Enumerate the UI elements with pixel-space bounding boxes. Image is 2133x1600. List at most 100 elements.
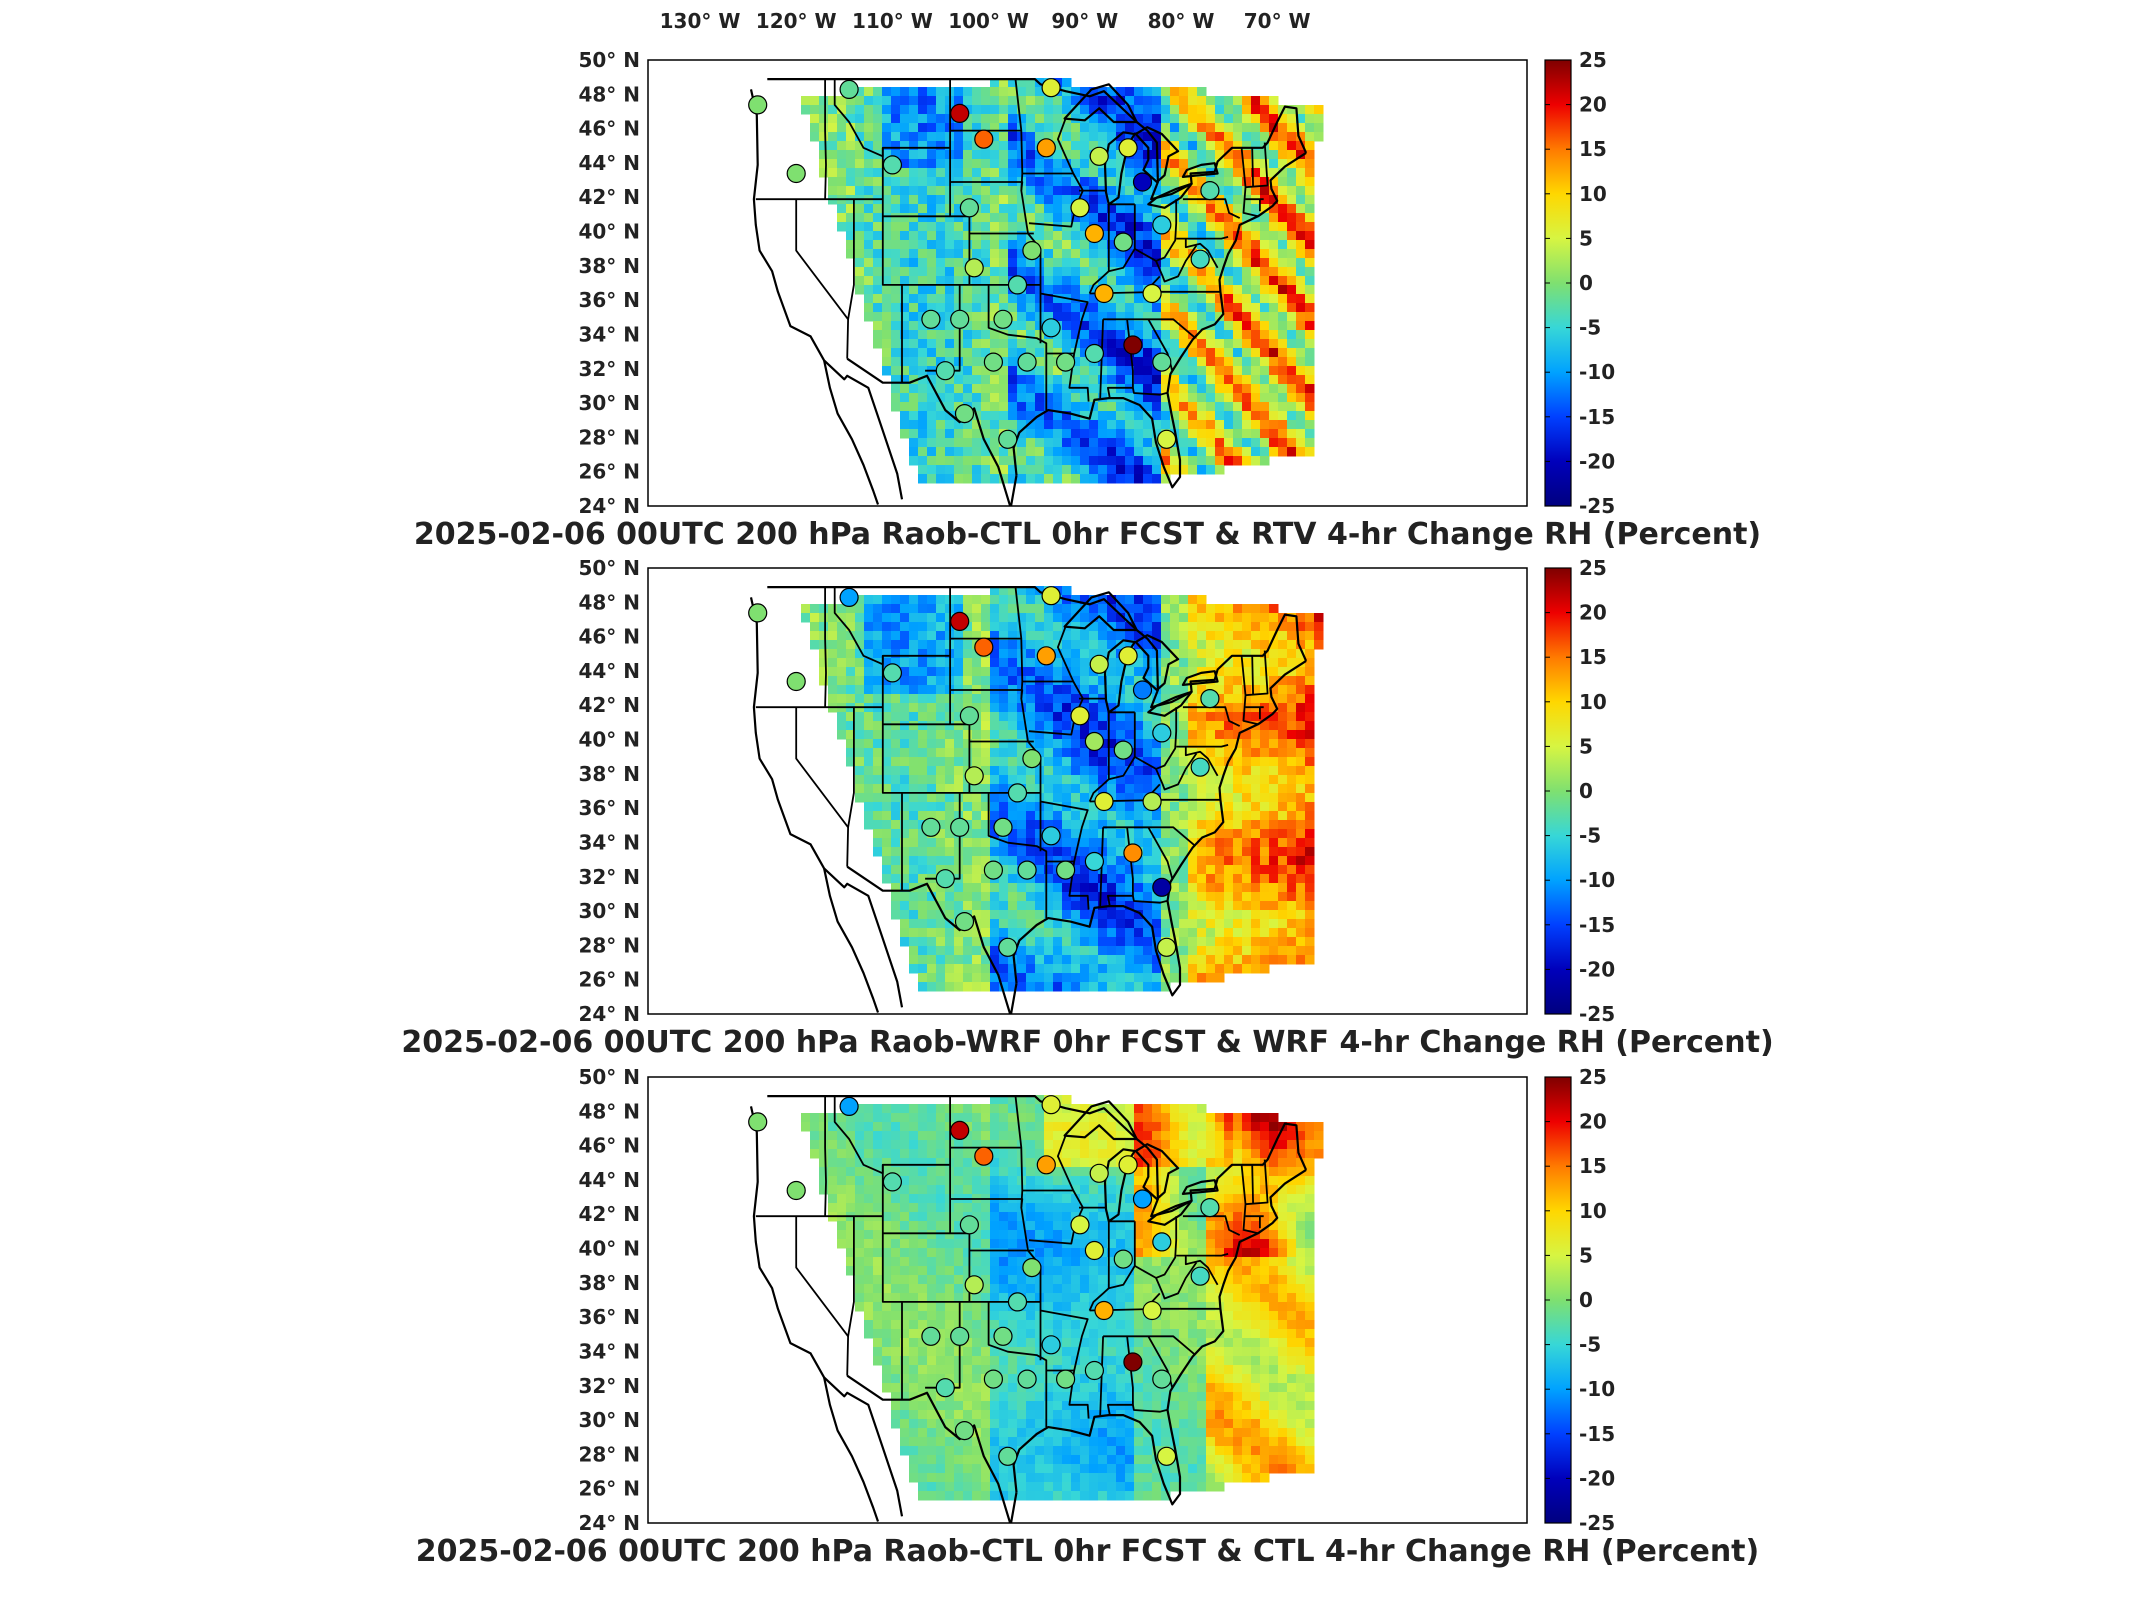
station-marker: [998, 937, 1018, 957]
station-marker: [1041, 586, 1061, 606]
station-marker: [839, 79, 859, 99]
state-border: [795, 199, 849, 320]
lat-tick-label: 36° N: [578, 1305, 640, 1329]
station-marker: [1094, 1300, 1114, 1321]
lat-tick-label: 34° N: [578, 323, 640, 347]
state-border: [881, 1164, 903, 1400]
mexico-border: [846, 865, 1018, 1014]
station-marker: [993, 309, 1013, 329]
gulf-atlantic-coastline: [1012, 659, 1307, 997]
station-marker: [1132, 1189, 1153, 1209]
state-border: [1184, 746, 1219, 777]
map-frame: [647, 567, 1528, 1015]
colorbar-tick-label: -25: [1579, 1002, 1615, 1026]
map-panel: [647, 1076, 1528, 1524]
great-lake-outline: [1134, 126, 1180, 184]
station-marker: [950, 817, 970, 837]
colorbar-tick-label: -10: [1579, 868, 1615, 892]
state-border: [1176, 744, 1229, 748]
colorbar-tick-label: 0: [1579, 779, 1593, 803]
lon-tick-label: 100° W: [948, 9, 1029, 33]
state-border: [824, 587, 827, 708]
station-marker: [748, 95, 768, 115]
station-marker: [1084, 223, 1104, 244]
state-border: [1132, 1404, 1167, 1413]
station-marker: [1007, 275, 1028, 295]
state-border: [1182, 706, 1241, 727]
station-marker: [1156, 1446, 1177, 1466]
station-marker: [959, 1215, 979, 1235]
great-lake-outline: [1181, 162, 1219, 178]
lat-tick-label: 36° N: [578, 796, 640, 820]
great-lake-outline: [1063, 591, 1138, 632]
station-marker: [954, 404, 975, 424]
baja-coastline: [823, 1377, 880, 1522]
station-marker: [974, 129, 994, 149]
rh-change-field: [801, 1095, 1324, 1501]
station-marker: [1132, 172, 1153, 192]
lat-tick-label: 38° N: [578, 1271, 640, 1295]
colorbar-tick-label: 25: [1579, 48, 1607, 72]
station-marker: [1152, 352, 1172, 372]
state-border: [1251, 655, 1254, 696]
state-border: [950, 181, 1042, 344]
lat-tick-label: 26° N: [578, 1477, 640, 1501]
station-marker: [964, 1275, 984, 1295]
station-marker: [1089, 1163, 1109, 1183]
station-marker: [954, 912, 975, 932]
station-marker: [1041, 318, 1061, 338]
station-marker: [1113, 232, 1133, 252]
state-border: [1089, 1307, 1221, 1312]
lon-tick-label: 130° W: [660, 9, 741, 33]
colorbar-tick-label: -15: [1579, 405, 1615, 429]
state-border: [1240, 1164, 1259, 1235]
station-marker: [964, 258, 984, 278]
gulf-atlantic-coastline: [1012, 1168, 1307, 1506]
state-border: [1155, 244, 1198, 283]
west-coastline: [749, 597, 904, 1008]
colorbar-tick-label: 20: [1579, 601, 1607, 625]
colorbar-tick-label: -10: [1579, 1377, 1615, 1401]
state-border: [1089, 290, 1221, 295]
station-marker: [882, 1172, 902, 1192]
colorbar-tick-label: 5: [1579, 226, 1593, 250]
colorbar-tick-label: 10: [1579, 1199, 1607, 1223]
map-frame: [647, 1076, 1528, 1524]
lat-tick-label: 38° N: [578, 254, 640, 278]
map-panel: [647, 59, 1528, 507]
state-border: [1132, 895, 1167, 904]
station-marker: [1200, 1198, 1220, 1218]
colorbar-tick-label: -20: [1579, 1466, 1615, 1490]
station-marker: [1118, 138, 1138, 158]
raob-stations: [748, 586, 1220, 957]
station-marker: [748, 603, 768, 623]
state-border: [1182, 1215, 1241, 1236]
station-marker: [1036, 1155, 1056, 1175]
station-marker: [1084, 343, 1104, 364]
colorbar-tick-label: -5: [1579, 316, 1601, 340]
colorbar-tick-label: 5: [1579, 734, 1593, 758]
station-marker: [974, 1146, 994, 1166]
raob-stations: [748, 78, 1220, 449]
lat-tick-label: 42° N: [578, 693, 640, 717]
station-marker: [839, 587, 859, 607]
state-border: [1251, 1164, 1254, 1205]
baja-coastline: [823, 360, 880, 505]
station-marker: [1152, 877, 1172, 897]
station-marker: [882, 155, 902, 175]
state-border: [1089, 798, 1221, 803]
station-marker: [1123, 1352, 1143, 1372]
station-marker: [1041, 78, 1061, 98]
station-marker: [950, 1326, 970, 1346]
state-border: [1147, 826, 1174, 879]
state-border: [1108, 204, 1136, 273]
state-border: [824, 79, 827, 200]
station-marker: [993, 1326, 1013, 1346]
lat-tick-label: 28° N: [578, 425, 640, 449]
lat-tick-label: 30° N: [578, 391, 640, 415]
state-border: [1108, 712, 1136, 781]
station-marker: [1118, 1155, 1138, 1175]
station-marker: [1094, 791, 1114, 812]
colorbar: 25 20 15 10 5 0 -5 -10 -15 -20 -25: [1544, 556, 1615, 1026]
station-marker: [882, 663, 902, 683]
